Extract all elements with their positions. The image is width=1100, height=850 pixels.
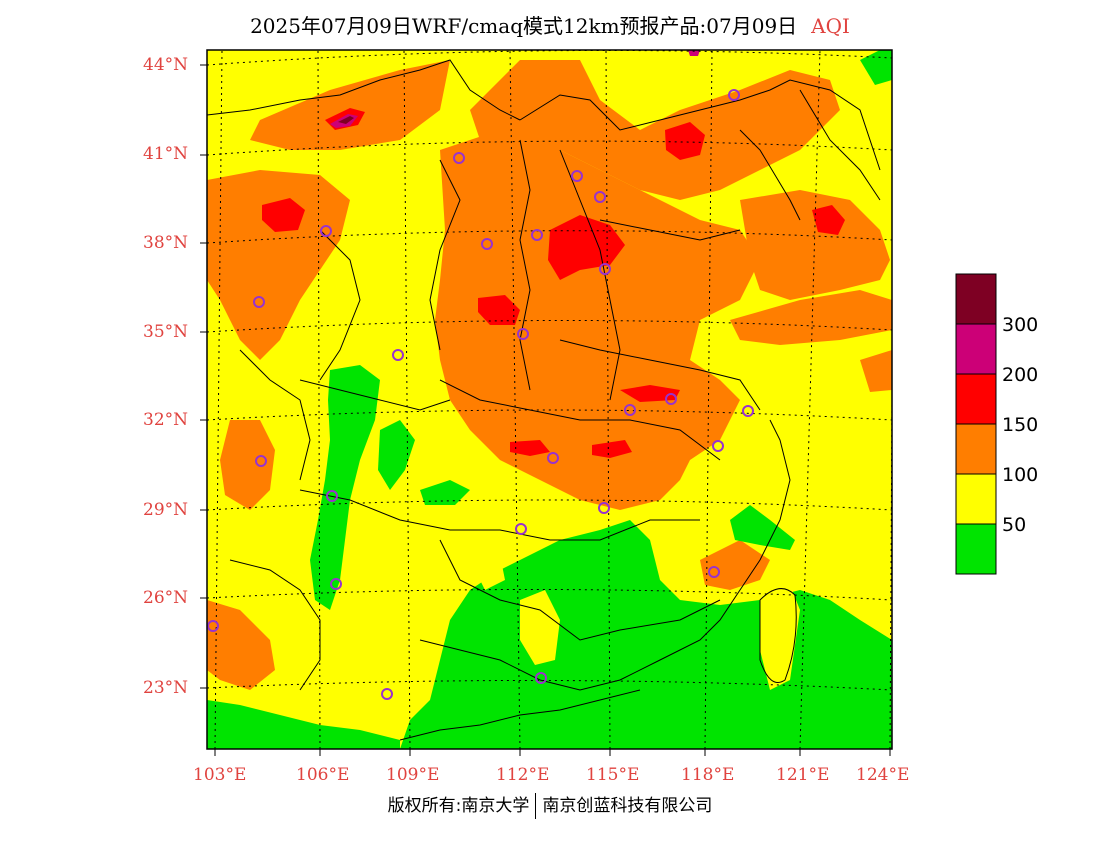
lon-label-115: 115°E <box>586 765 640 785</box>
map-title: 2025年07月09日WRF/cmaq模式12km预报产品:07月09日 AQI <box>0 10 1100 39</box>
lon-label-109: 109°E <box>386 765 440 785</box>
city-marker <box>594 191 606 203</box>
lat-label-35: 35°N <box>143 322 189 342</box>
lon-label-118: 118°E <box>681 765 735 785</box>
legend-label-50: 50 <box>1002 514 1027 536</box>
legend-swatch-300-plus <box>956 274 996 324</box>
city-marker <box>320 225 332 237</box>
lat-label-26: 26°N <box>143 588 189 608</box>
aqi-layer-150-200 <box>262 108 845 458</box>
lat-label-32: 32°N <box>143 410 189 430</box>
city-marker <box>253 296 265 308</box>
credit-separator <box>535 793 537 819</box>
lon-label-112: 112°E <box>496 765 550 785</box>
city-marker <box>481 238 493 250</box>
lon-label-124: 124°E <box>856 765 910 785</box>
legend-swatch-0-50 <box>956 524 996 574</box>
lat-label-23: 23°N <box>143 678 189 698</box>
legend-label-200: 200 <box>1002 364 1039 386</box>
lat-label-41: 41°N <box>143 144 189 164</box>
city-marker <box>728 89 740 101</box>
city-marker <box>598 502 610 514</box>
city-marker <box>742 405 754 417</box>
city-marker <box>453 152 465 164</box>
boundaries <box>207 59 881 741</box>
city-marker <box>392 349 404 361</box>
map-title-variable: AQI <box>811 14 850 38</box>
city-marker <box>599 263 611 275</box>
city-marker <box>712 440 724 452</box>
city-marker <box>207 620 219 632</box>
lat-label-29: 29°N <box>143 500 189 520</box>
aqi-layer-200-plus <box>330 50 700 128</box>
legend-label-150: 150 <box>1002 414 1039 436</box>
lon-label-103: 103°E <box>193 765 247 785</box>
ticks <box>200 64 891 756</box>
legend-swatch-100-150 <box>956 424 996 474</box>
city-marker <box>255 455 267 467</box>
city-marker <box>531 229 543 241</box>
aqi-layer-0-50 <box>207 50 892 749</box>
city-marker <box>535 672 547 684</box>
city-marker <box>665 393 677 405</box>
credit-line: 版权所有:南京大学 南京创蓝科技有限公司 <box>0 791 1100 819</box>
city-marker <box>381 688 393 700</box>
city-marker <box>571 170 583 182</box>
city-marker <box>330 578 342 590</box>
legend-swatch-50-100 <box>956 474 996 524</box>
legend-swatch-200-300 <box>956 324 996 374</box>
city-marker <box>708 566 720 578</box>
lon-label-121: 121°E <box>776 765 830 785</box>
aqi-field <box>207 50 892 749</box>
legend-label-100: 100 <box>1002 464 1039 486</box>
city-markers <box>207 89 754 700</box>
city-marker <box>326 490 338 502</box>
graticule <box>207 50 892 749</box>
city-marker <box>624 404 636 416</box>
city-marker <box>547 452 559 464</box>
legend-label-300: 300 <box>1002 314 1039 336</box>
map-frame <box>206 49 893 750</box>
city-marker <box>515 523 527 535</box>
lon-label-106: 106°E <box>296 765 350 785</box>
map-title-main: 2025年07月09日WRF/cmaq模式12km预报产品:07月09日 <box>250 14 798 38</box>
legend-swatch-150-200 <box>956 374 996 424</box>
credit-left: 版权所有:南京大学 <box>387 796 530 816</box>
city-marker <box>517 328 529 340</box>
credit-right: 南京创蓝科技有限公司 <box>542 796 713 816</box>
legend-colorbar <box>955 273 997 575</box>
lat-label-38: 38°N <box>143 233 189 253</box>
lat-label-44: 44°N <box>143 55 189 75</box>
